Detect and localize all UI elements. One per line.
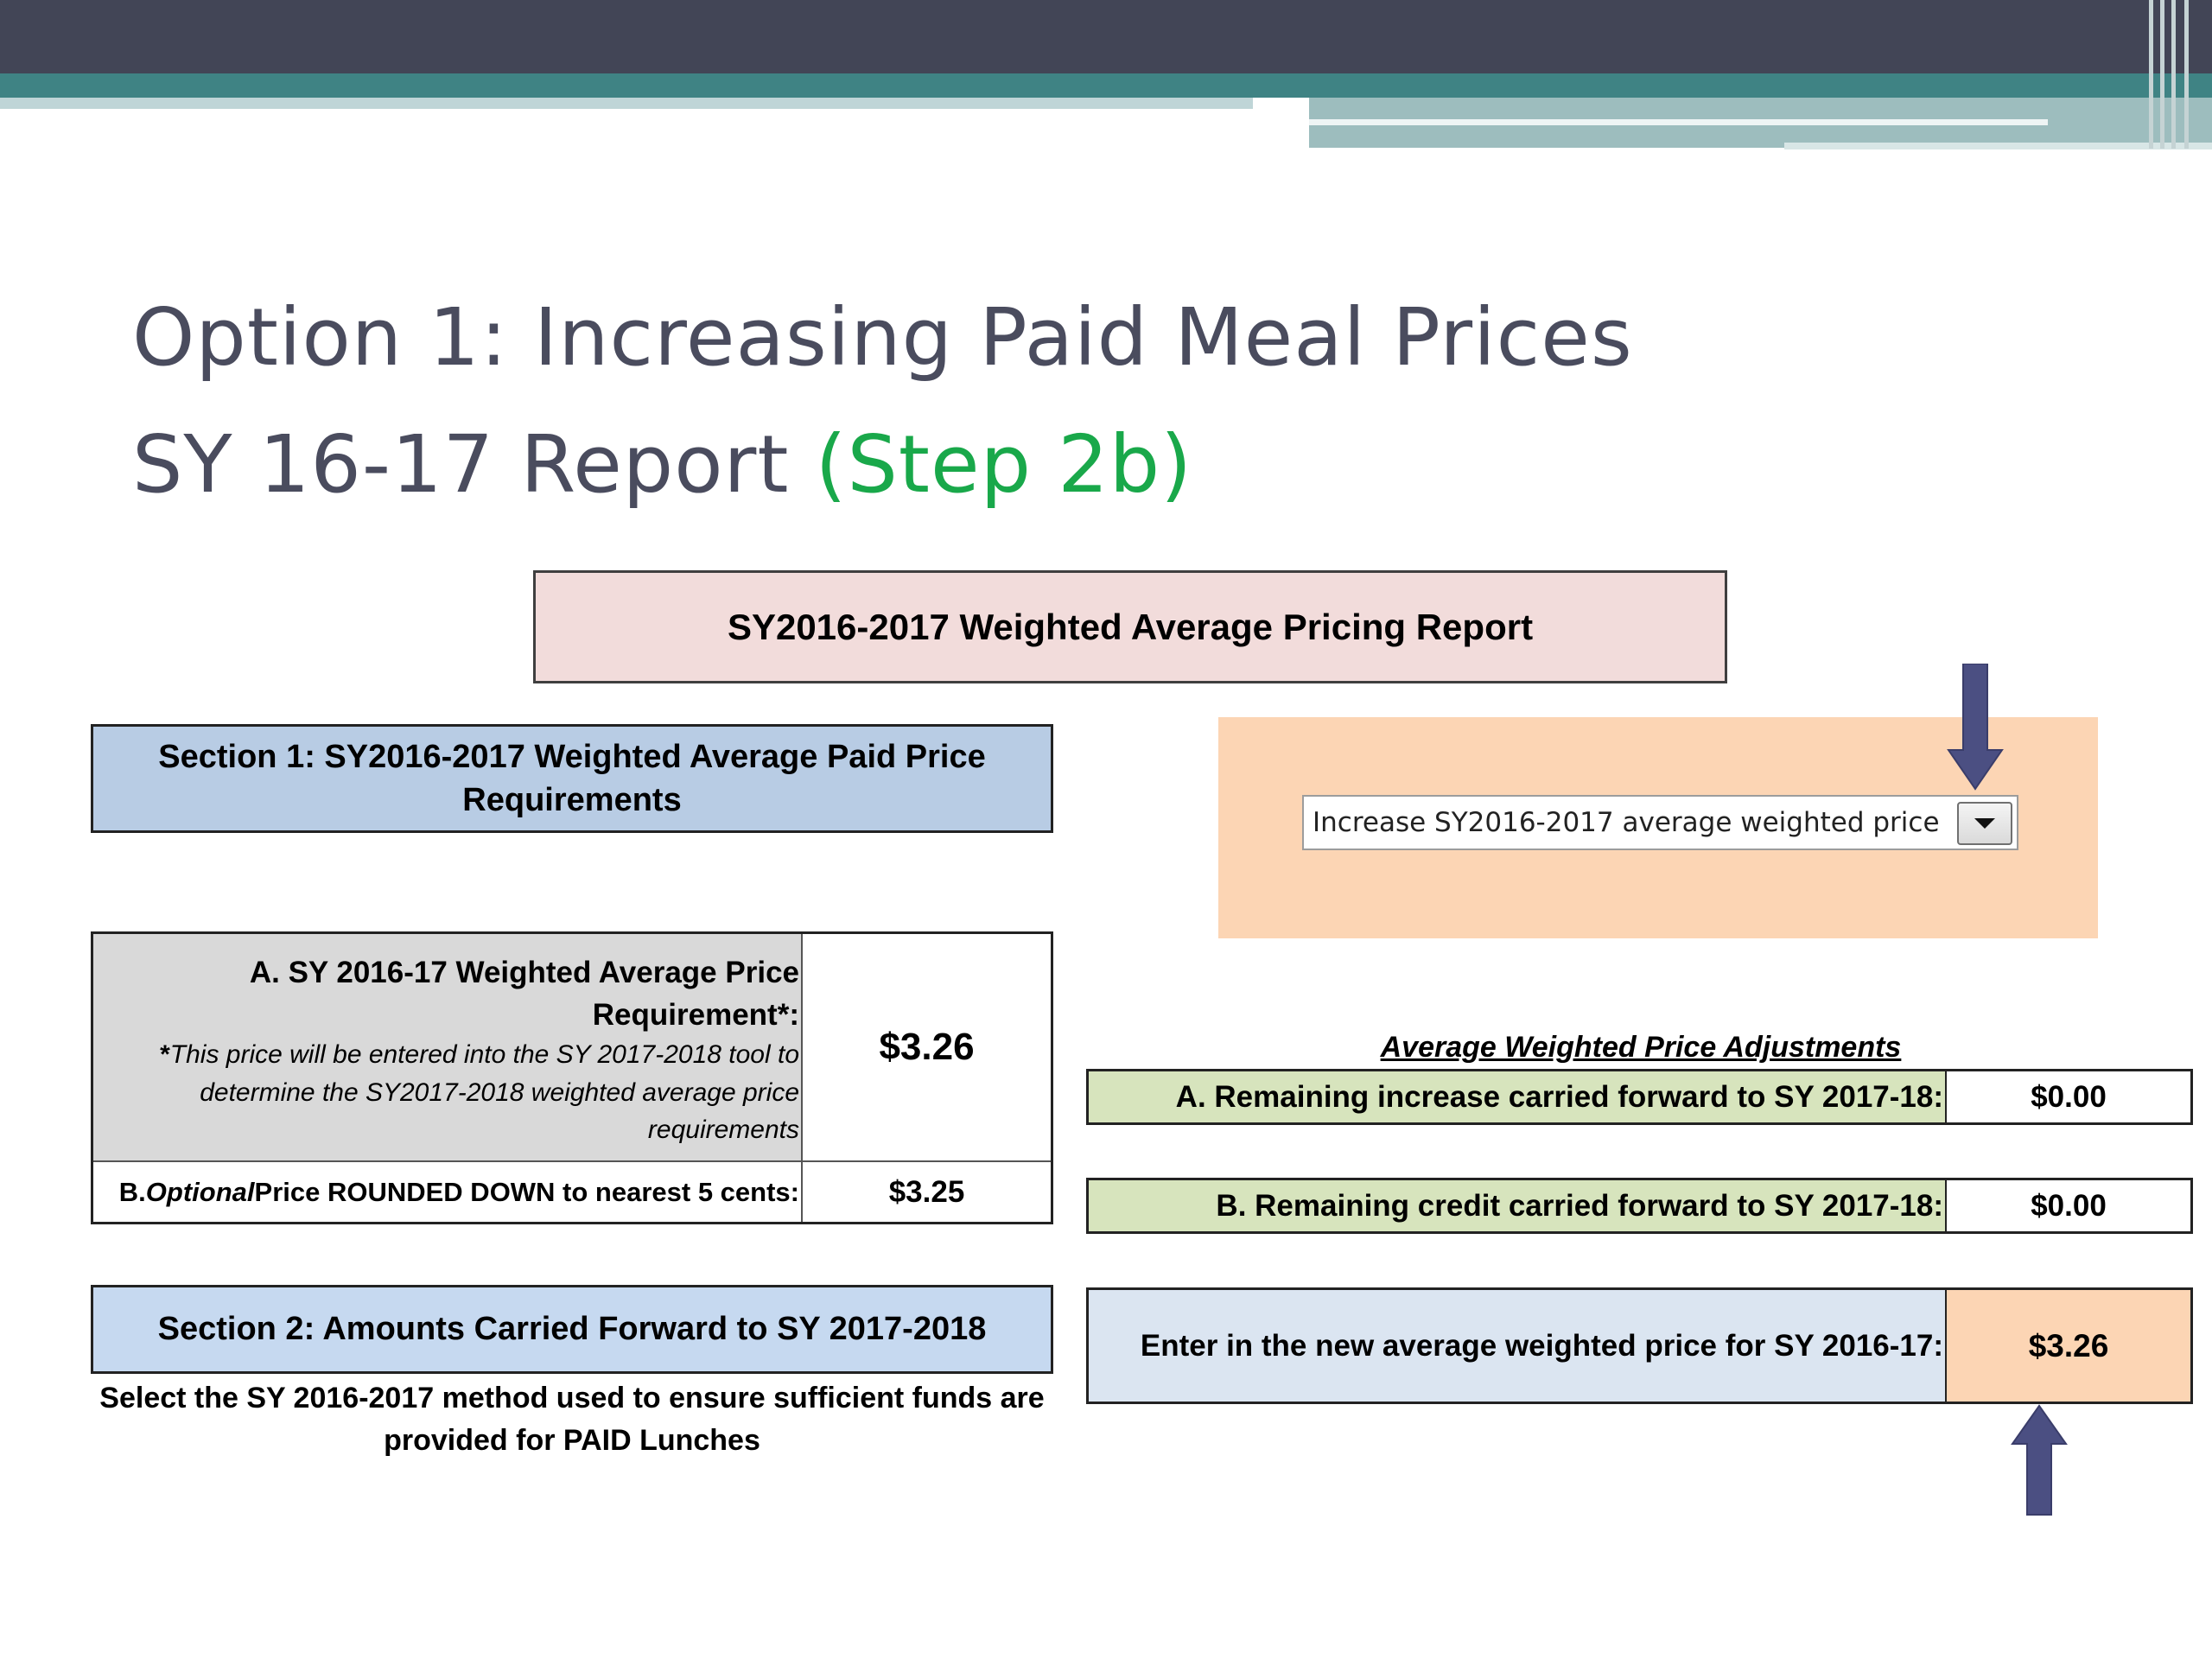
arrow-up-icon — [2011, 1404, 2068, 1516]
section-1-title-line-1: Section 1: SY2016-2017 Weighted Average … — [158, 738, 986, 775]
title-report-text: SY 16-17 Report — [132, 418, 816, 511]
remaining-increase-label: A. Remaining increase carried forward to… — [1089, 1071, 1947, 1122]
section-2-title: Section 2: Amounts Carried Forward to SY… — [157, 1311, 987, 1347]
rounded-price-optional: Optional — [145, 1176, 255, 1207]
slide-title-line-1: Option 1: Increasing Paid Meal Prices — [132, 291, 1633, 384]
new-price-label: Enter in the new average weighted price … — [1089, 1290, 1947, 1402]
new-price-input[interactable]: $3.26 — [1947, 1290, 2190, 1402]
section-2-note-line-2: provided for PAID Lunches — [384, 1423, 760, 1457]
price-requirement-table: A. SY 2016-17 Weighted Average Price Req… — [91, 931, 1053, 1224]
rounded-price-prefix: B. — [118, 1176, 146, 1207]
remaining-increase-value: $0.00 — [2031, 1079, 2107, 1114]
remaining-credit-value: $0.00 — [2031, 1188, 2107, 1223]
banner-stripe — [2160, 0, 2164, 149]
remaining-credit-label: B. Remaining credit carried forward to S… — [1089, 1180, 1947, 1231]
method-dropdown[interactable]: Increase SY2016-2017 average weighted pr… — [1302, 795, 2018, 850]
top-banner — [0, 0, 2212, 73]
weighted-price-label-line-1: A. SY 2016-17 Weighted Average Price — [249, 956, 799, 989]
section-1-title-line-2: Requirements — [462, 782, 682, 818]
weighted-price-label-cell: A. SY 2016-17 Weighted Average Price Req… — [93, 934, 803, 1162]
banner-right-stub — [1784, 143, 2212, 149]
section-2-note-line-1: Select the SY 2016-2017 method used to e… — [99, 1382, 1045, 1414]
weighted-price-note: *This price will be entered into the SY … — [102, 1036, 799, 1149]
new-price-row: Enter in the new average weighted price … — [1086, 1287, 2193, 1404]
banner-stripe — [2149, 0, 2153, 149]
teal-band — [0, 73, 2212, 98]
banner-stripe — [2184, 0, 2189, 149]
remaining-credit-row: B. Remaining credit carried forward to S… — [1086, 1178, 2193, 1234]
arrow-down-icon — [1947, 664, 2004, 791]
weighted-price-value: $3.26 — [803, 934, 1051, 1162]
weighted-price-label-line-2: Requirement*: — [592, 998, 799, 1032]
rounded-price-label: B. Optional Price ROUNDED DOWN to neares… — [93, 1162, 803, 1222]
title-step-highlight: (Step 2b) — [815, 418, 1193, 511]
slide-title-line-2: SY 16-17 Report (Step 2b) — [132, 425, 1192, 505]
banner-right-line — [1309, 119, 2048, 125]
method-dropdown-value[interactable]: Increase SY2016-2017 average weighted pr… — [1313, 807, 1940, 838]
rounded-price-value: $3.25 — [888, 1174, 965, 1209]
dropdown-button[interactable] — [1957, 802, 2012, 845]
light-band — [0, 98, 1253, 109]
banner-stripe — [2171, 0, 2176, 149]
remaining-increase-row: A. Remaining increase carried forward to… — [1086, 1069, 2193, 1125]
note-line-3: requirements — [647, 1116, 799, 1144]
section-2-header: Section 2: Amounts Carried Forward to SY… — [91, 1285, 1053, 1374]
note-line-2: determine the SY2017-2018 weighted avera… — [200, 1077, 799, 1107]
adjustments-heading: Average Weighted Price Adjustments — [1380, 1031, 1902, 1064]
note-line-1: This price will be entered into the SY 2… — [169, 1040, 799, 1069]
report-header: SY2016-2017 Weighted Average Pricing Rep… — [533, 570, 1727, 683]
rounded-price-label-text: Price ROUNDED DOWN to nearest 5 cents: — [254, 1176, 799, 1207]
report-header-text: SY2016-2017 Weighted Average Pricing Rep… — [727, 606, 1534, 647]
section-2-note: Select the SY 2016-2017 method used to e… — [91, 1377, 1053, 1461]
section-1-header: Section 1: SY2016-2017 Weighted Average … — [91, 724, 1053, 833]
note-asterisk: * — [160, 1040, 170, 1069]
chevron-down-icon — [1974, 818, 1995, 829]
